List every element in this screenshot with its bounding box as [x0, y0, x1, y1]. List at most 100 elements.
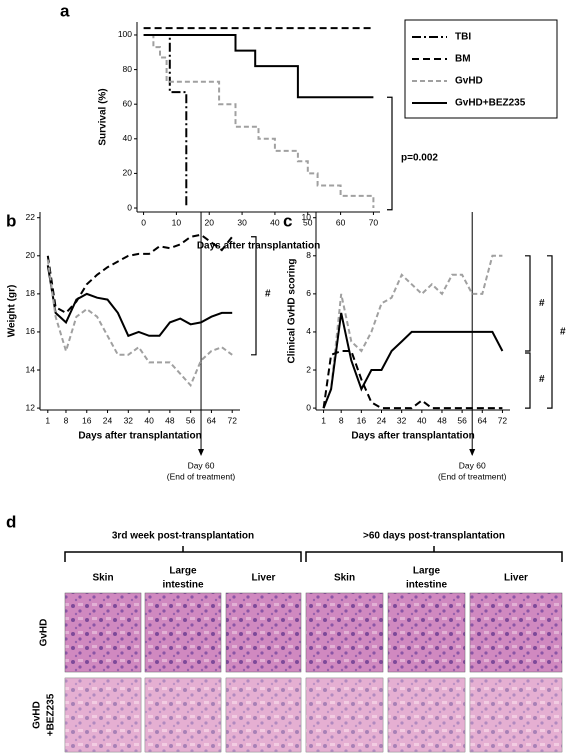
y-tick-label: 100 [118, 29, 132, 39]
y-axis-label: Weight (gr) [7, 285, 18, 338]
row-label: GvHD [32, 701, 43, 729]
x-tick-label: 24 [377, 415, 387, 425]
group-title: >60 days post-transplantation [363, 531, 505, 542]
x-tick-label: 20 [205, 217, 215, 227]
series-line [143, 34, 188, 208]
histology-tint [226, 678, 301, 752]
y-tick-label: 4 [306, 326, 311, 336]
legend-label: GvHD [455, 76, 483, 87]
x-tick-label: 70 [369, 217, 379, 227]
histology-tint [226, 593, 301, 672]
y-tick-label: 16 [26, 326, 36, 336]
x-tick-label: 48 [165, 415, 175, 425]
x-tick-label: 1 [321, 415, 326, 425]
panel-label: b [6, 211, 16, 230]
y-tick-label: 20 [123, 168, 133, 178]
histology-image [469, 677, 563, 753]
bracket [251, 236, 257, 356]
x-tick-label: 48 [437, 415, 447, 425]
y-axis-label: Clinical GvHD scoring [287, 258, 298, 363]
x-tick-label: 60 [336, 217, 346, 227]
histology-image [225, 592, 302, 673]
histology-tint [470, 678, 562, 752]
histology-image [144, 592, 222, 673]
column-label: intestine [162, 580, 204, 591]
x-tick-label: 30 [237, 217, 247, 227]
x-axis-label: Days after transplantation [351, 431, 474, 442]
series-line [143, 34, 374, 99]
histology-image [225, 677, 302, 753]
x-tick-label: 8 [339, 415, 344, 425]
histology-image [305, 677, 384, 753]
series-line [143, 34, 375, 208]
histology-tint [306, 593, 383, 672]
x-tick-label: 56 [186, 415, 196, 425]
x-tick-label: 40 [270, 217, 280, 227]
column-label: Liver [252, 573, 276, 584]
panel-label: d [6, 512, 16, 531]
series-line [46, 259, 233, 388]
annotation: # [560, 327, 566, 338]
histology-tint [306, 678, 383, 752]
x-axis-label: Days after transplantation [78, 431, 201, 442]
annotation: # [539, 374, 545, 385]
series-line [322, 254, 503, 409]
annotation: # [265, 289, 271, 300]
bracket [525, 352, 531, 409]
y-tick-label: 14 [26, 364, 36, 374]
y-tick-label: 0 [127, 202, 132, 212]
column-label: Liver [504, 573, 528, 584]
y-tick-label: 22 [26, 212, 36, 222]
y-tick-label: 60 [123, 98, 133, 108]
panel-label: c [283, 211, 292, 230]
x-tick-label: 1 [45, 415, 50, 425]
x-tick-label: 16 [82, 415, 92, 425]
y-tick-label: 18 [26, 288, 36, 298]
histology-image [387, 677, 466, 753]
x-tick-label: 72 [498, 415, 508, 425]
reference-label: Day 60 [459, 460, 486, 470]
histology-tint [145, 593, 221, 672]
y-tick-label: 12 [26, 402, 36, 412]
reference-label: (End of treatment) [438, 471, 507, 481]
histology-image [64, 677, 142, 753]
y-tick-label: 40 [123, 133, 133, 143]
column-label: Skin [334, 573, 355, 584]
histology-tint [388, 593, 465, 672]
group-brace [64, 546, 302, 562]
x-tick-label: 16 [357, 415, 367, 425]
histology-tint [388, 678, 465, 752]
y-tick-label: 8 [306, 250, 311, 260]
x-tick-label: 10 [172, 217, 182, 227]
histology-tint [65, 678, 141, 752]
column-label: Skin [92, 573, 113, 584]
histology-tint [65, 593, 141, 672]
histology-image [144, 677, 222, 753]
column-label: Large [413, 566, 441, 577]
x-tick-label: 72 [227, 415, 237, 425]
legend-label: GvHD+BEZ235 [455, 98, 526, 109]
series-line [322, 350, 503, 410]
x-tick-label: 40 [417, 415, 427, 425]
legend-label: BM [455, 54, 471, 65]
column-label: intestine [406, 580, 448, 591]
legend-label: TBI [455, 32, 471, 43]
x-tick-label: 32 [124, 415, 134, 425]
annotation: # [539, 298, 545, 309]
annotation: p=0.002 [401, 153, 438, 164]
bracket [525, 255, 531, 352]
histology-image [64, 592, 142, 673]
x-tick-label: 64 [207, 415, 217, 425]
row-label: GvHD [39, 619, 50, 647]
y-tick-label: 6 [306, 288, 311, 298]
x-tick-label: 32 [397, 415, 407, 425]
y-tick-label: 20 [26, 250, 36, 260]
panel-label: a [60, 1, 70, 20]
reference-label: (End of treatment) [167, 471, 236, 481]
series-line [322, 312, 504, 409]
row-label: +BEZ235 [46, 693, 57, 736]
reference-arrow [469, 449, 476, 456]
x-tick-label: 8 [64, 415, 69, 425]
y-tick-label: 80 [123, 64, 133, 74]
